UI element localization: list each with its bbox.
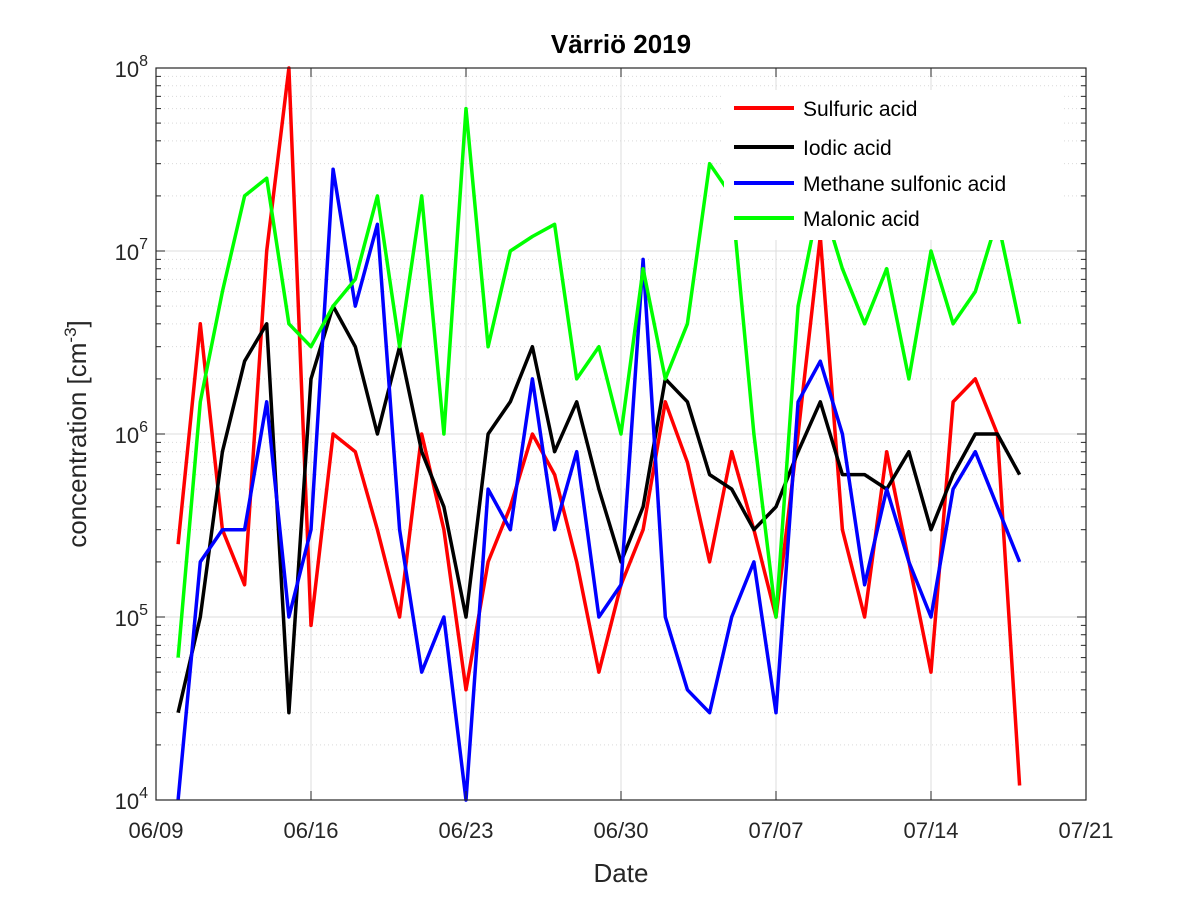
y-axis-title-superscript: -3	[61, 327, 80, 342]
y-tick-label: 104	[115, 785, 148, 814]
y-tick-labels: 104 105 106 107 108	[115, 53, 148, 814]
legend-label-sulfuric-acid: Sulfuric acid	[803, 98, 917, 121]
legend-label-malonic-acid: Malonic acid	[803, 208, 920, 231]
y-tick-label: 106	[115, 419, 148, 448]
legend-label-iodic-acid: Iodic acid	[803, 137, 892, 160]
x-tick-label: 06/09	[128, 818, 183, 843]
series-line-iodic-acid	[176, 304, 1022, 715]
y-tick-label: 107	[115, 236, 148, 265]
series-line-sulfuric-acid	[176, 66, 1022, 786]
series-line-malonic-acid	[176, 106, 1022, 658]
x-axis-title: Date	[594, 858, 649, 888]
x-tick-label: 06/16	[283, 818, 338, 843]
y-tick-label: 105	[115, 602, 148, 631]
x-tick-label: 07/21	[1058, 818, 1113, 843]
legend: Sulfuric acid Iodic acid Methane sulfoni…	[724, 90, 1064, 240]
series-line-methane-sulfonic-acid	[176, 167, 1022, 802]
x-tick-label: 07/14	[903, 818, 958, 843]
x-tick-label: 06/30	[593, 818, 648, 843]
legend-label-methane-sulfonic-acid: Methane sulfonic acid	[803, 173, 1006, 196]
y-tick-label: 108	[115, 53, 148, 82]
x-tick-label: 06/23	[438, 818, 493, 843]
y-axis-title-main: concentration [cm	[62, 343, 92, 548]
x-tick-labels: 06/09 06/16 06/23 06/30 07/07 07/14 07/21	[128, 818, 1113, 843]
chart-title: Värriö 2019	[551, 29, 691, 59]
legend-box	[724, 90, 1064, 240]
y-axis-title: concentration [cm-3]	[61, 320, 92, 548]
tick-marks	[155, 67, 1087, 801]
series-lines	[176, 66, 1022, 802]
y-axis-title-tail: ]	[62, 320, 92, 327]
x-tick-label: 07/07	[748, 818, 803, 843]
